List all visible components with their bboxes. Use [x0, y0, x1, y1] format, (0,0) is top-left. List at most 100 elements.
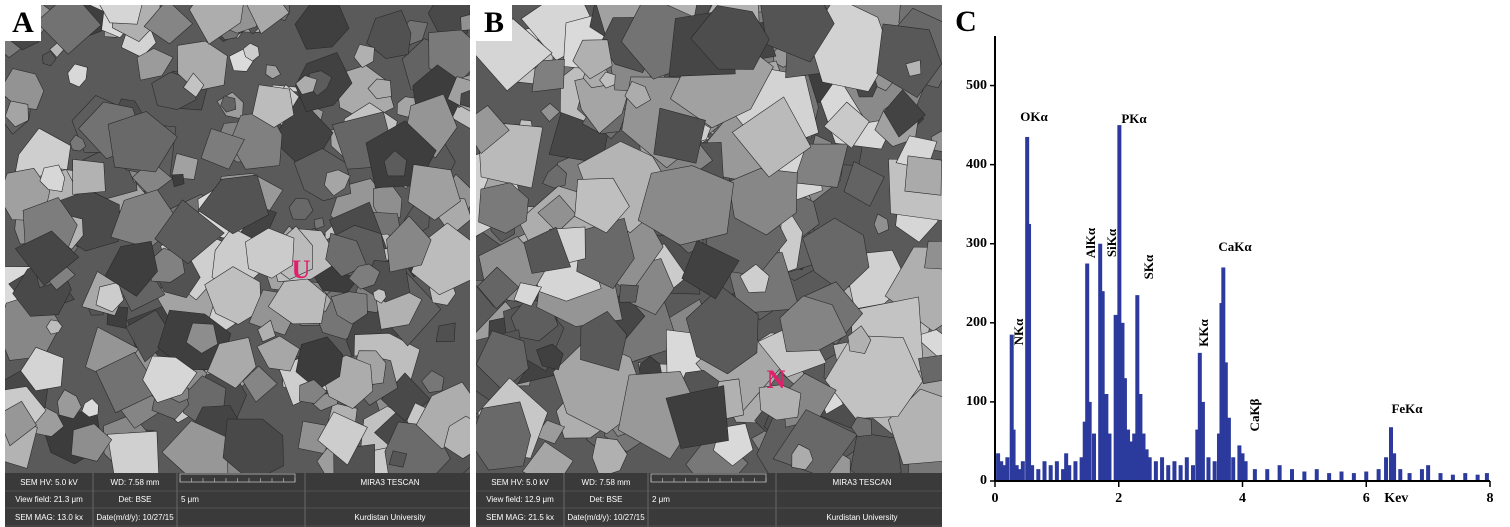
y-tick-label: 0: [980, 473, 987, 488]
panel-label: A: [12, 6, 34, 39]
info-text: Det: BSE: [119, 495, 152, 504]
spectrum-bar: [1352, 473, 1356, 481]
spectrum-bar: [1426, 465, 1430, 481]
x-tick-label: 0: [992, 491, 999, 506]
spectrum-bar: [1101, 291, 1105, 481]
spectrum-bar: [1485, 473, 1489, 481]
info-text: View field: 12.9 μm: [486, 495, 554, 504]
crystal: [619, 285, 638, 303]
spectrum-bar: [1172, 461, 1176, 481]
spectrum-bar: [1160, 457, 1164, 481]
spectrum-bar: [1463, 473, 1467, 481]
info-text: SEM HV: 5.0 kV: [20, 478, 78, 487]
info-text: WD: 7.58 mm: [582, 478, 631, 487]
marker-label: U: [292, 255, 311, 284]
panel-label: B: [484, 6, 504, 39]
spectrum-bar: [1027, 224, 1031, 481]
info-text: MIRA3 TESCAN: [361, 478, 420, 487]
crystal: [919, 355, 947, 384]
crystal: [436, 323, 455, 342]
spectrum-bar: [1154, 461, 1158, 481]
spectrum-bar: [1408, 473, 1412, 481]
spectrum-bar: [1107, 434, 1111, 481]
x-tick-label: 6: [1363, 491, 1370, 506]
spectrum-bar: [1213, 461, 1217, 481]
peak-label: CaKβ: [1247, 398, 1262, 431]
spectrum-bar: [1067, 465, 1071, 481]
info-text: Kurdistan University: [354, 513, 425, 522]
x-tick-label: 2: [1115, 491, 1122, 506]
spectrum-bar: [1021, 461, 1025, 481]
spectrum-bar: [1265, 469, 1269, 481]
spectrum-bar: [1043, 461, 1047, 481]
peak-label: CaKα: [1218, 239, 1252, 254]
spectrum-bar: [1302, 472, 1306, 481]
spectrum-bar: [1036, 469, 1040, 481]
info-text: Date(m/d/y): 10/27/15: [567, 513, 645, 522]
spectrum-bar: [1185, 457, 1189, 481]
spectrum-bar: [1005, 457, 1009, 481]
spectrum-bar: [1327, 473, 1331, 481]
peak-label: PKα: [1121, 111, 1147, 126]
spectrum-bar: [1201, 402, 1205, 481]
marker-label: N: [767, 365, 786, 394]
sem-panel: B N SEM HV: 5.0 kV WD: 7.58 mm MIRA3 TESCAN V…: [432, 0, 991, 527]
panel-label: C: [955, 5, 977, 38]
spectrum-bar: [1179, 465, 1183, 481]
spectrum-bar: [1073, 461, 1077, 481]
info-text: 2 μm: [652, 495, 670, 504]
peak-label: SiKα: [1104, 228, 1119, 257]
x-tick-label: 8: [1487, 491, 1494, 506]
x-axis-label: Kev: [1384, 491, 1408, 506]
spectrum-bar: [1088, 402, 1092, 481]
spectrum-bar: [1398, 469, 1402, 481]
spectrum-bar: [1420, 469, 1424, 481]
spectrum-bar: [1384, 457, 1388, 481]
sem-panel: A U SEM HV: 5.0 kV WD: 7.58 mm MIRA3 TESCAN V…: [0, 0, 487, 527]
info-text: Det: BSE: [590, 495, 623, 504]
spectrum-bar: [1092, 434, 1096, 481]
y-tick-label: 200: [966, 315, 987, 330]
spectrum-bar: [1231, 457, 1235, 481]
info-text: SEM HV: 5.0 kV: [491, 478, 549, 487]
spectrum-bar: [1206, 457, 1210, 481]
info-text: View field: 21.3 μm: [15, 495, 83, 504]
figure: A U SEM HV: 5.0 kV WD: 7.58 mm MIRA3 TESCAN V…: [0, 0, 1510, 527]
info-text: MIRA3 TESCAN: [833, 478, 892, 487]
spectrum-bar: [1278, 465, 1282, 481]
spectrum-bar: [1191, 465, 1195, 481]
crystal: [925, 241, 959, 269]
info-text: 5 μm: [181, 495, 199, 504]
spectrum-bar: [1253, 469, 1257, 481]
info-text: Kurdistan University: [826, 513, 897, 522]
peak-label: NKα: [1011, 318, 1026, 346]
peak-label: FeKα: [1391, 401, 1423, 416]
spectrum-bar: [1244, 461, 1248, 481]
y-tick-label: 100: [966, 394, 987, 409]
spectrum-bar: [1439, 473, 1443, 481]
info-text: SEM MAG: 21.5 kx: [486, 513, 554, 522]
spectrum-bar: [1114, 315, 1118, 481]
y-tick-label: 400: [966, 157, 987, 172]
spectrum-bar: [1392, 453, 1396, 481]
info-text: WD: 7.58 mm: [111, 478, 160, 487]
y-tick-label: 500: [966, 78, 987, 93]
info-text: SEM MAG: 13.0 kx: [15, 513, 83, 522]
spectrum-bar: [1049, 465, 1053, 481]
spectrum-bar: [1227, 418, 1231, 481]
peak-label: SKα: [1141, 254, 1156, 279]
crystal: [73, 159, 106, 194]
spectrum-bar: [1377, 469, 1381, 481]
info-text: Date(m/d/y): 10/27/15: [96, 513, 174, 522]
spectrum-bar: [1364, 472, 1368, 481]
spectrum-bar: [1340, 472, 1344, 481]
spectrum-bar: [1055, 461, 1059, 481]
crystal: [905, 156, 942, 196]
spectrum-bar: [1030, 465, 1034, 481]
spectrum-bar: [1290, 469, 1294, 481]
peak-label: KKα: [1196, 319, 1211, 347]
peak-label: OKα: [1020, 109, 1048, 124]
spectrum-bar: [1166, 465, 1170, 481]
x-tick-label: 4: [1239, 491, 1246, 506]
spectrum-bar: [1315, 469, 1319, 481]
